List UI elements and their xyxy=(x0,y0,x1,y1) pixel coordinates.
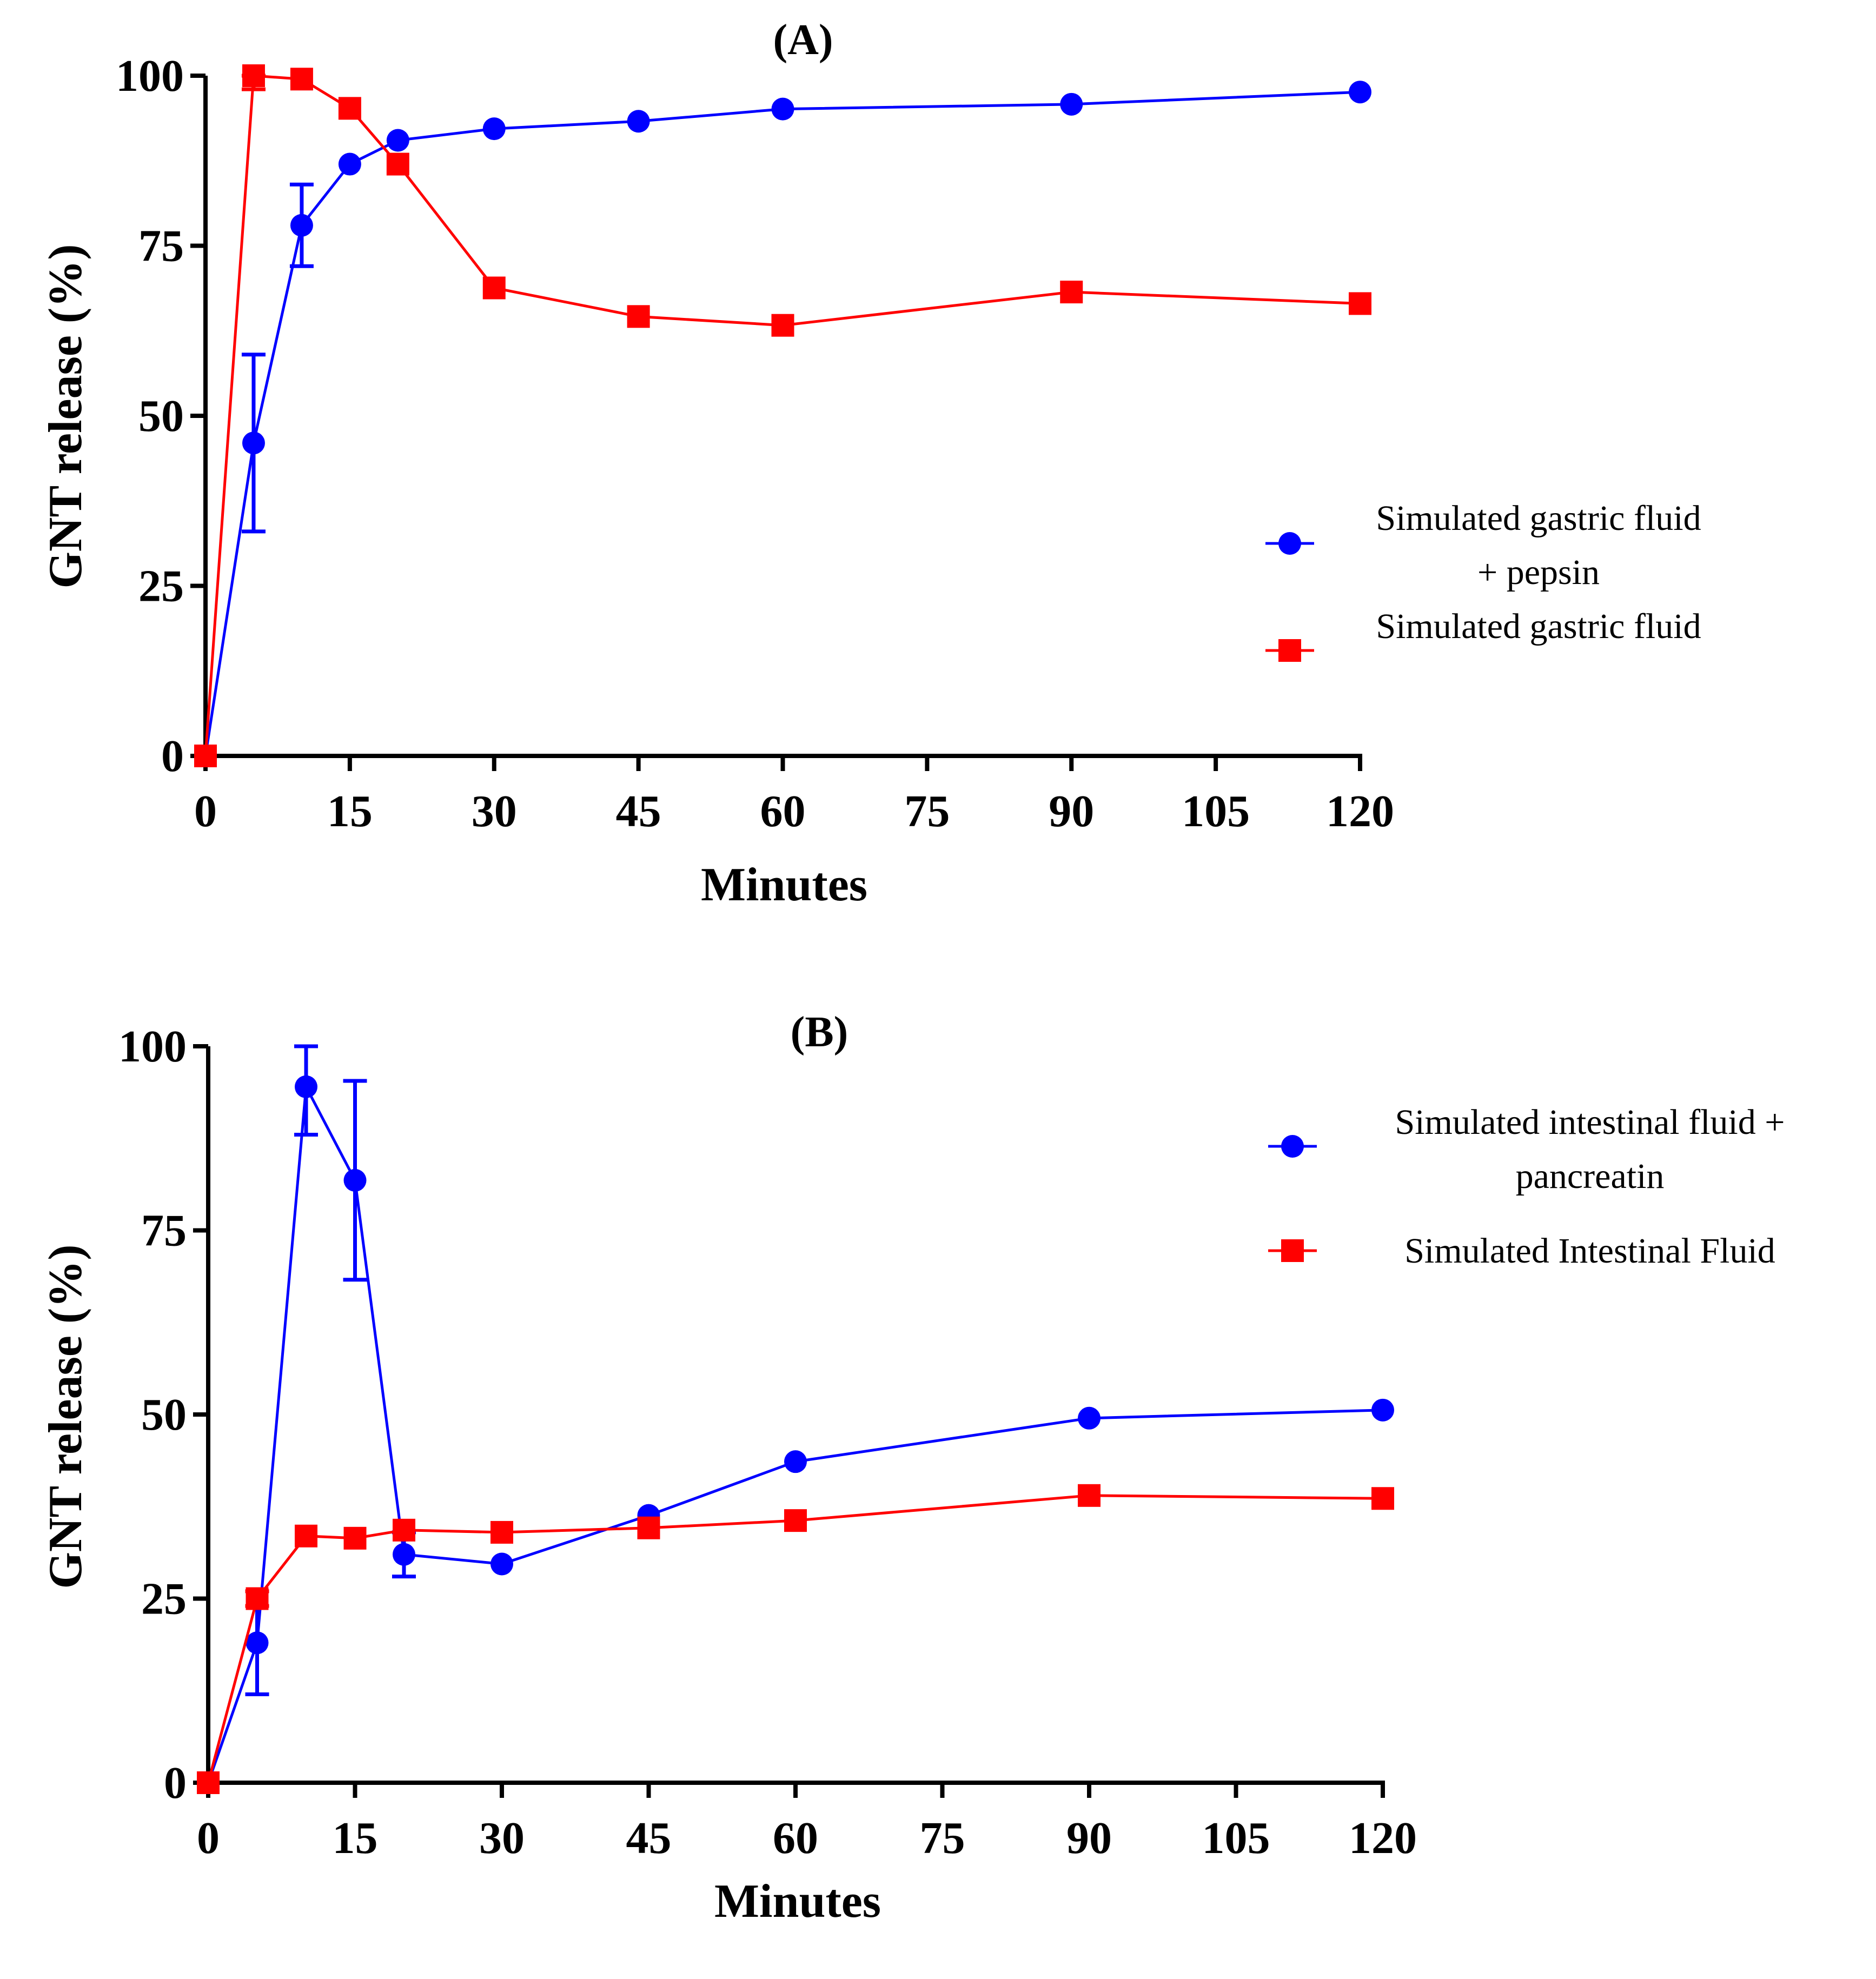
series-line xyxy=(204,74,1361,756)
x-axis-title: Minutes xyxy=(701,859,867,911)
data-point xyxy=(290,68,313,91)
x-tick-label: 90 xyxy=(1049,786,1094,836)
data-point xyxy=(242,64,265,87)
x-tick-label: 30 xyxy=(479,1813,525,1863)
legend-entry: Simulated gastric fluid xyxy=(1265,607,1701,662)
data-point xyxy=(386,152,409,176)
data-point xyxy=(194,745,217,767)
data-point xyxy=(1371,1398,1394,1422)
y-tick-label: 75 xyxy=(138,221,184,271)
data-point xyxy=(771,97,794,121)
x-tick-label: 15 xyxy=(333,1813,378,1863)
legend-marker xyxy=(1281,1239,1304,1262)
series-red-squares xyxy=(194,64,1371,767)
series-line xyxy=(207,1082,1383,1783)
x-tick-label: 30 xyxy=(472,786,517,836)
data-point xyxy=(1349,81,1371,104)
legend-label: Simulated Intestinal Fluid xyxy=(1404,1231,1775,1271)
y-tick-label: 0 xyxy=(161,731,184,781)
series-red-squares xyxy=(197,1484,1394,1794)
data-point xyxy=(338,97,361,120)
data-point xyxy=(242,431,265,455)
data-point xyxy=(343,1526,367,1550)
x-tick-label: 75 xyxy=(920,1813,965,1863)
legend-label: pancreatin xyxy=(1516,1157,1665,1196)
y-tick-label: 50 xyxy=(141,1390,187,1440)
legend-label: Simulated gastric fluid xyxy=(1376,499,1701,538)
data-point xyxy=(197,1771,220,1794)
y-tick-label: 25 xyxy=(138,561,184,612)
x-axis-title: Minutes xyxy=(714,1875,881,1928)
legend-marker xyxy=(1278,532,1301,555)
panel-a: 0 15 30 45 60 75 90 105 120 0 25 50 75 100 (A) Minutes G… xyxy=(39,16,1701,911)
x-tick-label: 120 xyxy=(1326,786,1394,836)
data-point xyxy=(393,1518,415,1542)
data-point xyxy=(784,1509,807,1532)
x-tick-label: 60 xyxy=(773,1813,818,1863)
x-tick-label: 90 xyxy=(1066,1813,1112,1863)
data-point xyxy=(1060,281,1083,304)
data-point xyxy=(246,1587,269,1610)
series-blue-circles xyxy=(194,81,1371,767)
data-point xyxy=(343,1168,367,1192)
legend-entry: Simulated intestinal fluid + pancreatin xyxy=(1268,1103,1785,1196)
y-tick-label: 0 xyxy=(164,1758,187,1808)
series-blue-circles xyxy=(197,1044,1394,1794)
y-tick-label: 25 xyxy=(141,1574,187,1624)
legend-label: Simulated gastric fluid xyxy=(1376,607,1701,646)
series-line xyxy=(204,90,1361,756)
x-tick-label: 105 xyxy=(1202,1813,1270,1863)
data-point xyxy=(627,110,650,133)
series-line xyxy=(207,1494,1383,1783)
data-point xyxy=(295,1075,317,1098)
data-point xyxy=(386,129,409,152)
data-point xyxy=(1371,1487,1394,1510)
legend-marker xyxy=(1281,1135,1304,1158)
legend-marker xyxy=(1278,639,1301,662)
y-tick-label: 75 xyxy=(141,1206,187,1256)
legend-entry: Simulated Intestinal Fluid xyxy=(1268,1231,1775,1271)
x-tick-label: 45 xyxy=(626,1813,672,1863)
data-point xyxy=(393,1543,415,1566)
y-axis-title: GNT release (%) xyxy=(39,244,92,588)
data-point xyxy=(490,1520,513,1544)
panel-b: 0 15 30 45 60 75 90 105 120 0 25 50 75 100 (B) Minutes G… xyxy=(39,1008,1785,1928)
x-tick-label: 0 xyxy=(194,786,217,836)
y-tick-label: 50 xyxy=(138,391,184,441)
x-tick-label: 0 xyxy=(197,1813,220,1863)
chart-title: (B) xyxy=(791,1008,848,1056)
x-tick-label: 60 xyxy=(760,786,806,836)
chart-title: (A) xyxy=(773,16,833,64)
data-point xyxy=(637,1516,660,1539)
data-point xyxy=(1078,1484,1101,1507)
data-point xyxy=(771,314,794,337)
data-point xyxy=(784,1450,807,1473)
legend-label: + pepsin xyxy=(1477,553,1600,592)
data-point xyxy=(482,117,506,141)
data-point xyxy=(1078,1406,1101,1430)
legend-entry: Simulated gastric fluid + pepsin xyxy=(1265,499,1701,592)
data-point xyxy=(627,305,650,328)
data-point xyxy=(1060,92,1083,116)
y-tick-label: 100 xyxy=(118,1021,187,1072)
data-point xyxy=(490,1552,513,1576)
x-tick-label: 105 xyxy=(1182,786,1250,836)
data-point xyxy=(295,1524,317,1548)
legend-label: Simulated intestinal fluid + xyxy=(1395,1103,1785,1142)
data-point xyxy=(482,276,506,300)
data-point xyxy=(290,214,313,237)
data-point xyxy=(246,1631,269,1655)
data-point xyxy=(1349,292,1371,315)
x-tick-label: 45 xyxy=(616,786,661,836)
x-tick-label: 120 xyxy=(1349,1813,1417,1863)
y-axis-title: GNT release (%) xyxy=(39,1244,92,1589)
y-tick-label: 100 xyxy=(116,51,184,101)
x-tick-label: 15 xyxy=(327,786,373,836)
data-point xyxy=(338,152,361,176)
x-tick-label: 75 xyxy=(904,786,950,836)
